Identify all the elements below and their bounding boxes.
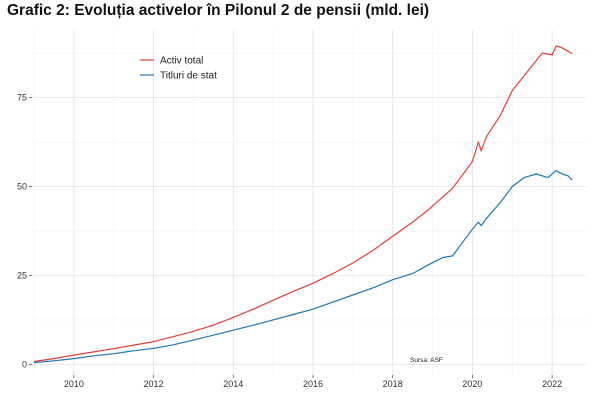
x-tick-label: 2012 <box>144 379 164 389</box>
legend-label: Activ total <box>160 56 203 67</box>
minor-gridlines <box>32 30 586 375</box>
source-note: Sursa: ASF <box>410 357 443 364</box>
x-tick-label: 2010 <box>64 379 84 389</box>
series-line-activ-total <box>33 45 573 363</box>
y-tick-label: 75 <box>17 93 27 103</box>
y-axis-ticks: 0 25 50 75 <box>17 93 32 369</box>
series-line-titluri-de-stat <box>33 169 573 364</box>
y-tick-label: 50 <box>17 181 27 191</box>
x-tick-label: 2020 <box>462 379 482 389</box>
y-tick-label: 25 <box>17 270 27 280</box>
x-tick-label: 2018 <box>383 379 403 389</box>
major-gridlines <box>32 30 586 375</box>
x-tick-label: 2022 <box>542 379 562 389</box>
chart-title: Grafic 2: Evoluția activelor în Pilonul … <box>7 2 430 19</box>
x-tick-label: 2016 <box>303 379 323 389</box>
y-tick-label: 0 <box>22 359 27 369</box>
legend: Activ total Titluri de stat <box>140 56 217 82</box>
legend-label: Titluri de stat <box>160 71 217 82</box>
plot-area <box>32 30 586 375</box>
series-layer <box>33 45 573 364</box>
x-tick-label: 2014 <box>223 379 243 389</box>
x-axis-ticks: 2010 2012 2014 2016 2018 2020 2022 <box>64 375 562 389</box>
